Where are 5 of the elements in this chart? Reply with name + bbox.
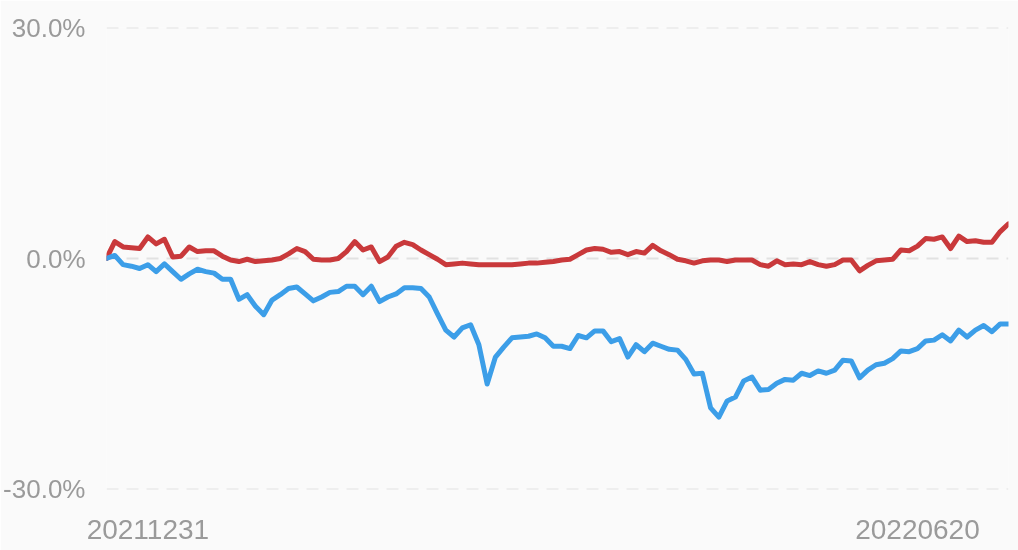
y-tick-label: -30.0% bbox=[3, 474, 86, 505]
x-tick-label: 20220620 bbox=[855, 513, 980, 545]
y-tick-label: 0.0% bbox=[26, 243, 86, 274]
y-tick-label: 30.0% bbox=[11, 12, 86, 43]
x-tick-label: 20211231 bbox=[86, 513, 210, 545]
